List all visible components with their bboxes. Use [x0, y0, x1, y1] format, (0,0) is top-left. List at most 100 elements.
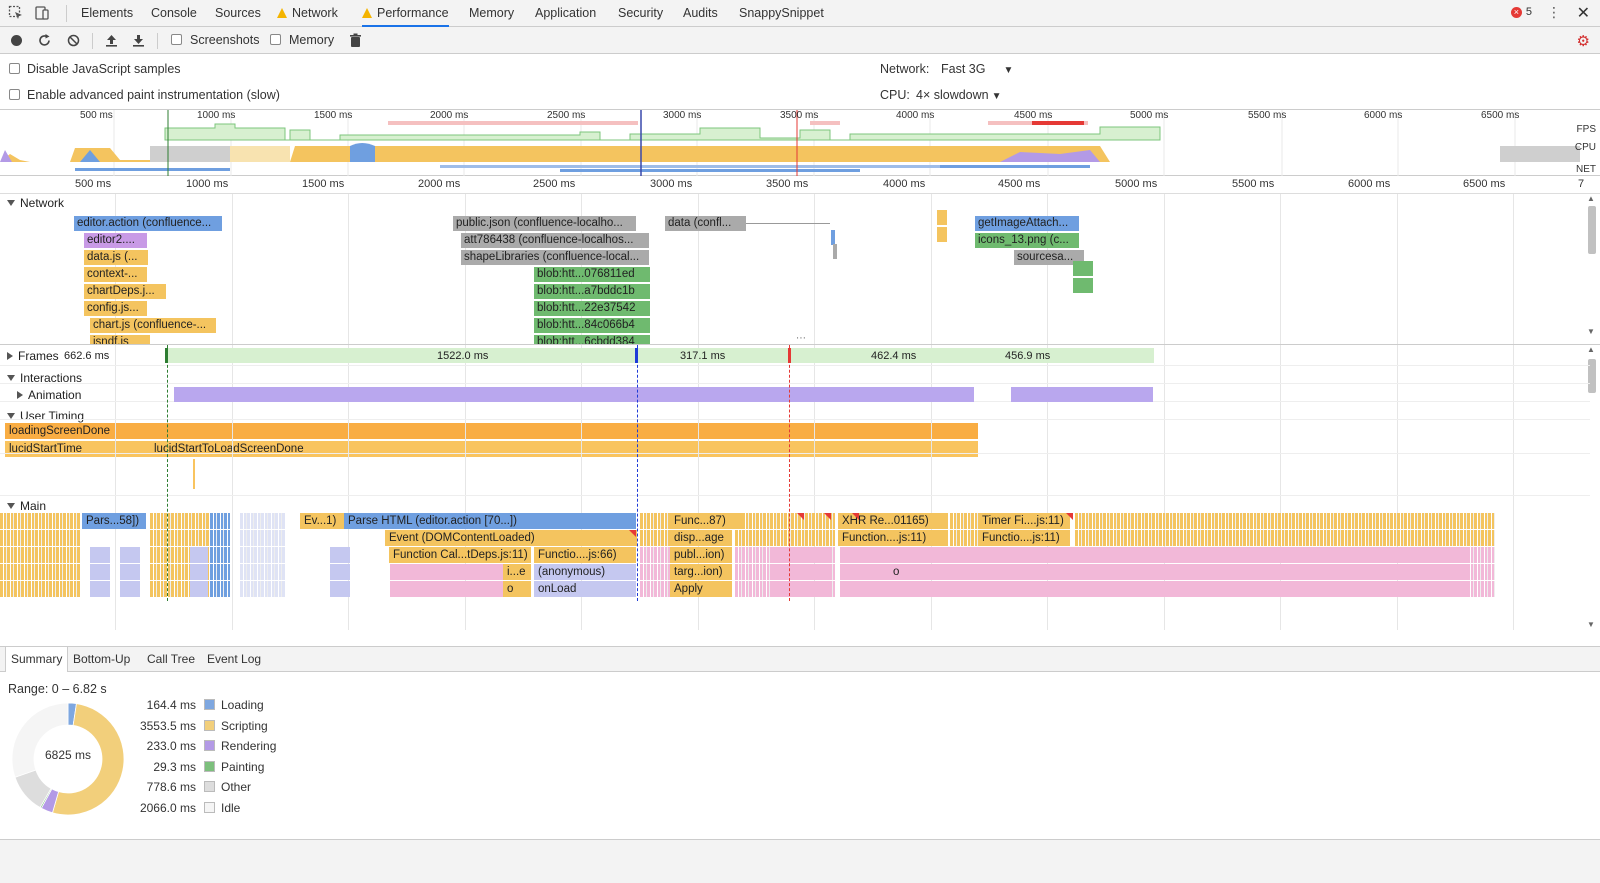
main-event-slice[interactable]: [1075, 513, 1495, 529]
main-event-slice[interactable]: [735, 530, 835, 546]
capture-settings-gear-icon[interactable]: ⚙: [1576, 33, 1590, 50]
inspect-element-icon[interactable]: [8, 5, 24, 21]
network-request[interactable]: data.js (...: [84, 250, 148, 265]
main-event-slice[interactable]: [210, 581, 230, 597]
main-event[interactable]: Function Cal...tDeps.js:11): [389, 547, 531, 563]
main-event[interactable]: (anonymous): [534, 564, 636, 580]
main-event[interactable]: publ...ion): [670, 547, 732, 563]
long-task-warning-icon[interactable]: [852, 513, 859, 520]
network-request[interactable]: sourcesa...: [1014, 250, 1084, 265]
network-scrollbar[interactable]: ▲ ▼: [1587, 194, 1597, 342]
animation-bar[interactable]: [174, 387, 974, 402]
screenshots-checkbox[interactable]: [171, 34, 182, 45]
tab-application[interactable]: Application: [535, 0, 596, 27]
network-request[interactable]: shapeLibraries (confluence-local...: [461, 250, 649, 265]
details-tab-summary[interactable]: Summary: [5, 647, 69, 673]
main-event-slice[interactable]: [210, 547, 230, 563]
network-request[interactable]: public.json (confluence-localho...: [453, 216, 636, 231]
tab-security[interactable]: Security: [618, 0, 663, 27]
main-event-slice[interactable]: [190, 581, 208, 597]
main-event-slice[interactable]: [190, 564, 208, 580]
save-profile-icon[interactable]: [131, 33, 146, 48]
main-event-slice[interactable]: [120, 564, 140, 580]
advanced-paint-checkbox[interactable]: [9, 89, 20, 100]
network-request[interactable]: blob:htt...22e37542: [534, 301, 650, 316]
disable-js-samples-checkbox[interactable]: [9, 63, 20, 74]
main-event-slice[interactable]: [0, 547, 80, 563]
tab-performance[interactable]: Performance: [362, 0, 449, 27]
frames-strip[interactable]: [166, 348, 1154, 363]
main-event-slice[interactable]: [210, 513, 230, 529]
main-event[interactable]: o: [889, 564, 909, 580]
scroll-thumb[interactable]: [1588, 206, 1596, 254]
main-event-slice[interactable]: [640, 530, 670, 546]
long-task-warning-icon[interactable]: [824, 513, 831, 520]
cpu-throttle-select[interactable]: 4× slowdown ▼: [916, 88, 1002, 102]
main-event[interactable]: disp...age: [670, 530, 732, 546]
main-event-slice[interactable]: [1070, 547, 1470, 563]
network-track-header[interactable]: Network: [7, 196, 64, 210]
long-task-warning-icon[interactable]: [797, 513, 804, 520]
main-event-slice[interactable]: [950, 513, 985, 529]
main-event-slice[interactable]: [150, 530, 210, 546]
flame-scrollbar[interactable]: ▲ ▼: [1587, 345, 1597, 629]
interactions-track-header[interactable]: Interactions: [7, 371, 82, 385]
main-event-slice[interactable]: [640, 581, 670, 597]
network-request-mark[interactable]: [937, 227, 947, 242]
tab-console[interactable]: Console: [151, 0, 197, 27]
device-toolbar-icon[interactable]: [34, 5, 50, 21]
details-tab-call-tree[interactable]: Call Tree: [147, 652, 196, 666]
main-event-slice[interactable]: [330, 564, 350, 580]
network-request[interactable]: icons_13.png (c...: [975, 233, 1079, 248]
main-event-slice[interactable]: [0, 513, 80, 529]
resize-handle-icon[interactable]: ⋯: [796, 333, 806, 344]
animation-track-header[interactable]: Animation: [17, 388, 81, 402]
main-event[interactable]: Timer Fi....js:11): [978, 513, 1070, 529]
tab-sources[interactable]: Sources: [215, 0, 261, 27]
user-timing-track-header[interactable]: User Timing: [7, 409, 84, 423]
main-event[interactable]: i...e: [503, 564, 531, 580]
main-event[interactable]: Parse HTML (editor.action [70...]): [344, 513, 636, 529]
network-request[interactable]: config.js...: [84, 301, 147, 316]
main-event-slice[interactable]: [330, 547, 350, 563]
network-request[interactable]: blob:htt...6cbdd384: [534, 335, 650, 344]
main-event-slice[interactable]: [640, 547, 670, 563]
network-request[interactable]: editor2....: [84, 233, 147, 248]
main-event-slice[interactable]: [840, 581, 960, 597]
main-event[interactable]: Function....js:11): [838, 530, 948, 546]
scroll-thumb[interactable]: [1588, 359, 1596, 393]
main-event-slice[interactable]: [240, 547, 285, 563]
long-task-warning-icon[interactable]: [629, 530, 636, 537]
main-event[interactable]: Ev...1): [300, 513, 344, 529]
main-event-slice[interactable]: [1070, 581, 1470, 597]
main-event[interactable]: Functio....js:11): [978, 530, 1070, 546]
user-timing-mark[interactable]: [193, 459, 195, 489]
main-event-slice[interactable]: [90, 547, 110, 563]
main-event-slice[interactable]: [90, 564, 110, 580]
network-request-mark[interactable]: [831, 230, 835, 245]
user-timing-lucid-start-time[interactable]: lucidStartTime: [5, 441, 150, 457]
network-request[interactable]: editor.action (confluence...: [74, 216, 222, 231]
user-timing-lucid-start-to-load[interactable]: lucidStartToLoadScreenDone: [150, 441, 978, 457]
main-event-slice[interactable]: [240, 564, 285, 580]
record-icon[interactable]: [9, 33, 24, 48]
network-request[interactable]: data (confl...: [665, 216, 746, 231]
main-event[interactable]: Event (DOMContentLoaded): [385, 530, 637, 546]
reload-record-icon[interactable]: [37, 33, 52, 48]
network-request[interactable]: chartDeps.j...: [84, 284, 166, 299]
main-event-slice[interactable]: [640, 513, 670, 529]
main-track-header[interactable]: Main: [7, 499, 46, 513]
tab-snappysnippet[interactable]: SnappySnippet: [739, 0, 824, 27]
long-task-warning-icon[interactable]: [1066, 513, 1073, 520]
frames-track-header[interactable]: Frames: [7, 349, 59, 363]
main-event[interactable]: XHR Re...01165): [838, 513, 948, 529]
network-request[interactable]: getImageAttach...: [975, 216, 1079, 231]
network-request[interactable]: blob:htt...84c066b4: [534, 318, 650, 333]
tab-memory[interactable]: Memory: [469, 0, 514, 27]
main-event-slice[interactable]: [240, 581, 285, 597]
network-request[interactable]: context-...: [84, 267, 147, 282]
animation-bar[interactable]: [1011, 387, 1153, 402]
main-event[interactable]: Apply: [670, 581, 732, 597]
main-event-slice[interactable]: [120, 581, 140, 597]
main-event-slice[interactable]: [0, 530, 80, 546]
